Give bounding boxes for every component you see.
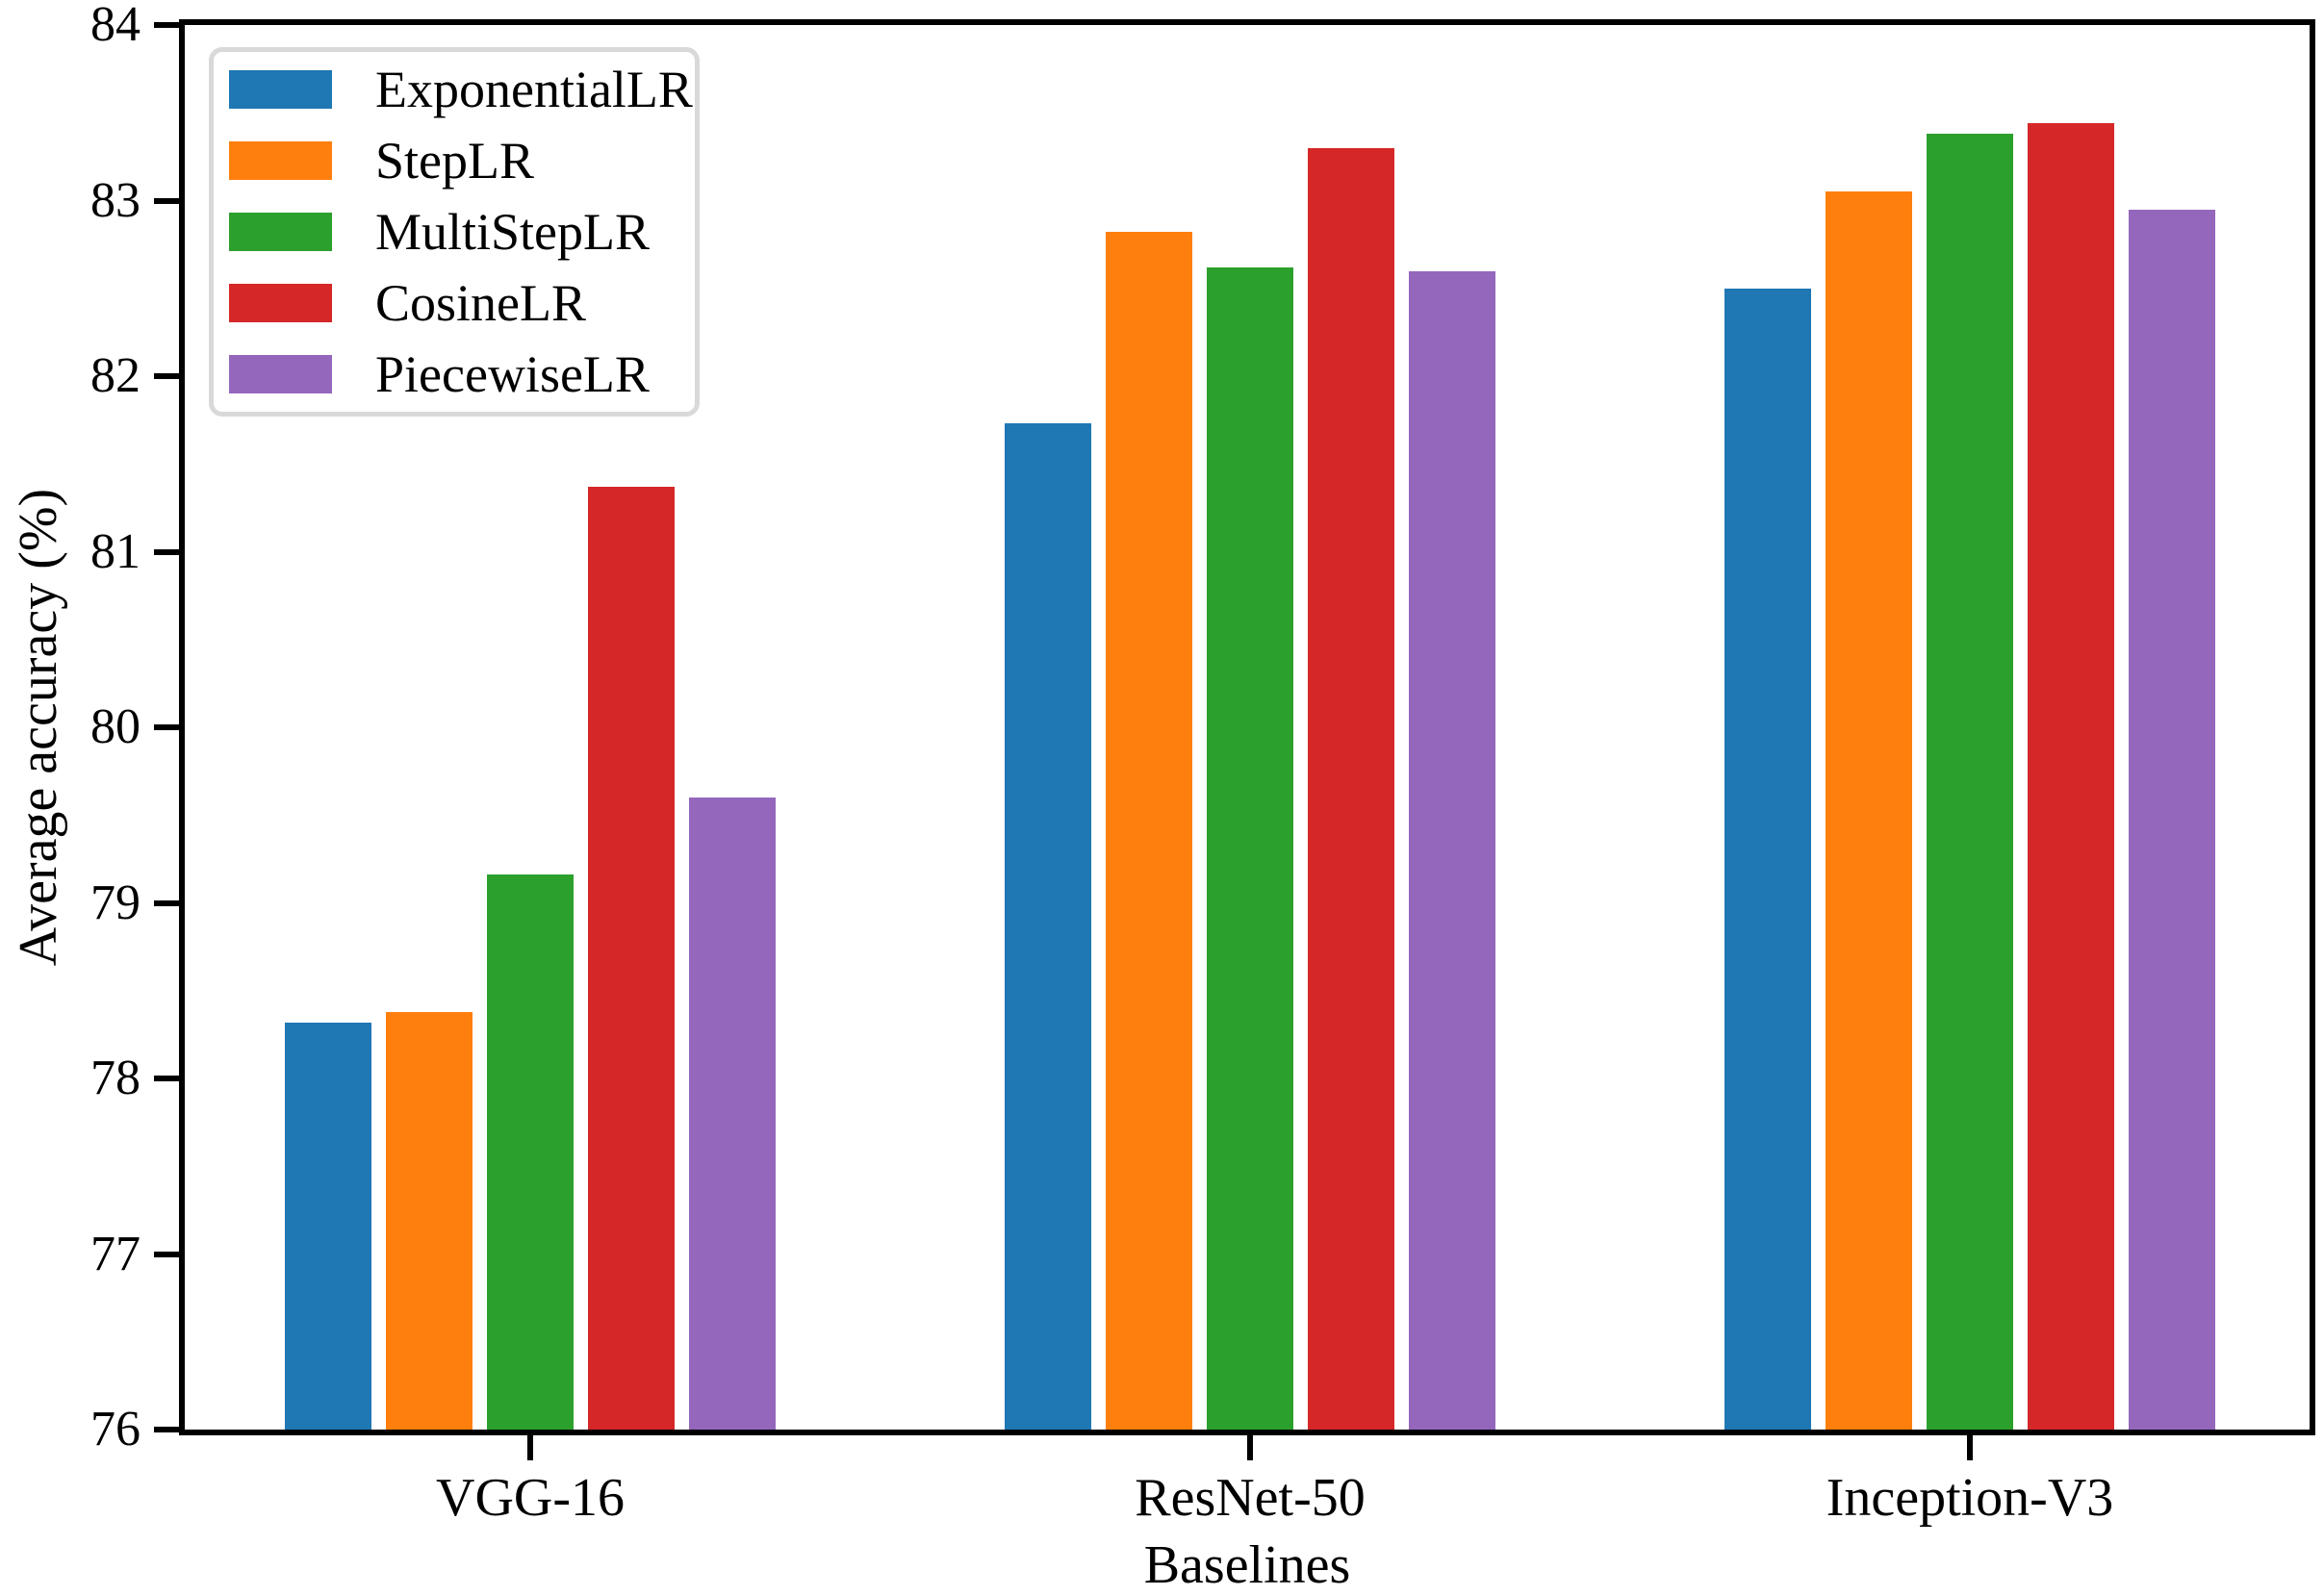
legend-swatch-piecewiselr xyxy=(229,355,332,393)
y-tick xyxy=(154,724,179,730)
bar-inception-v3-exponentiallr xyxy=(1724,288,1811,1430)
y-tick xyxy=(154,1076,179,1081)
legend-swatch-steplr xyxy=(229,141,332,180)
legend-label: CosineLR xyxy=(375,274,587,332)
y-tick xyxy=(154,22,179,28)
legend-swatch-multisteplr xyxy=(229,213,332,251)
x-tick xyxy=(1247,1435,1253,1460)
y-tick-label: 80 xyxy=(90,699,140,754)
bar-resnet-50-multisteplr xyxy=(1207,266,1293,1430)
y-tick-label: 82 xyxy=(90,348,140,403)
y-tick-label: 78 xyxy=(90,1051,140,1105)
legend-swatch-cosinelr xyxy=(229,284,332,322)
bar-resnet-50-steplr xyxy=(1106,232,1192,1430)
y-tick-label: 76 xyxy=(90,1402,140,1457)
bar-inception-v3-cosinelr xyxy=(2028,123,2114,1430)
y-tick xyxy=(154,548,179,555)
y-tick-label: 81 xyxy=(90,523,140,579)
bar-inception-v3-multisteplr xyxy=(1927,134,2013,1430)
x-tick-label: ResNet-50 xyxy=(1135,1468,1366,1528)
bar-resnet-50-cosinelr xyxy=(1308,147,1394,1430)
y-tick xyxy=(154,1251,179,1257)
bar-resnet-50-exponentiallr xyxy=(1005,423,1091,1430)
legend-item-piecewiselr: PiecewiseLR xyxy=(214,347,695,401)
legend-label: ExponentialLR xyxy=(375,61,693,118)
bar-vgg-16-exponentiallr xyxy=(285,1022,371,1430)
bar-vgg-16-cosinelr xyxy=(588,486,675,1430)
bar-vgg-16-steplr xyxy=(386,1011,472,1430)
legend: ExponentialLR StepLR MultiStepLR CosineLR Pi… xyxy=(209,47,700,417)
x-tick-label: Inception-V3 xyxy=(1826,1468,2114,1528)
y-axis-label: Average accuracy (%) xyxy=(9,488,68,967)
legend-swatch-exponentiallr xyxy=(229,70,332,109)
x-axis-label: Baselines xyxy=(1143,1535,1351,1595)
bar-inception-v3-steplr xyxy=(1826,191,1912,1430)
legend-item-steplr: StepLR xyxy=(214,134,695,188)
y-tick xyxy=(154,373,179,379)
y-tick-label: 79 xyxy=(90,874,140,930)
y-tick xyxy=(154,899,179,906)
legend-label: PiecewiseLR xyxy=(375,345,650,403)
bar-vgg-16-piecewiselr xyxy=(689,798,776,1430)
y-tick xyxy=(154,197,179,204)
x-tick-label: VGG-16 xyxy=(436,1468,625,1528)
legend-item-exponentiallr: ExponentialLR xyxy=(214,63,695,116)
bar-inception-v3-piecewiselr xyxy=(2129,209,2215,1430)
y-tick-label: 83 xyxy=(90,172,140,228)
y-tick-label: 84 xyxy=(90,0,140,52)
legend-label: StepLR xyxy=(375,132,535,190)
x-tick xyxy=(527,1435,533,1460)
legend-item-multisteplr: MultiStepLR xyxy=(214,205,695,259)
y-tick-label: 77 xyxy=(90,1226,140,1281)
bar-resnet-50-piecewiselr xyxy=(1409,270,1495,1430)
y-tick xyxy=(154,1427,179,1432)
legend-item-cosinelr: CosineLR xyxy=(214,276,695,330)
x-tick xyxy=(1967,1435,1973,1460)
legend-label: MultiStepLR xyxy=(375,203,651,261)
bar-vgg-16-multisteplr xyxy=(487,874,574,1430)
